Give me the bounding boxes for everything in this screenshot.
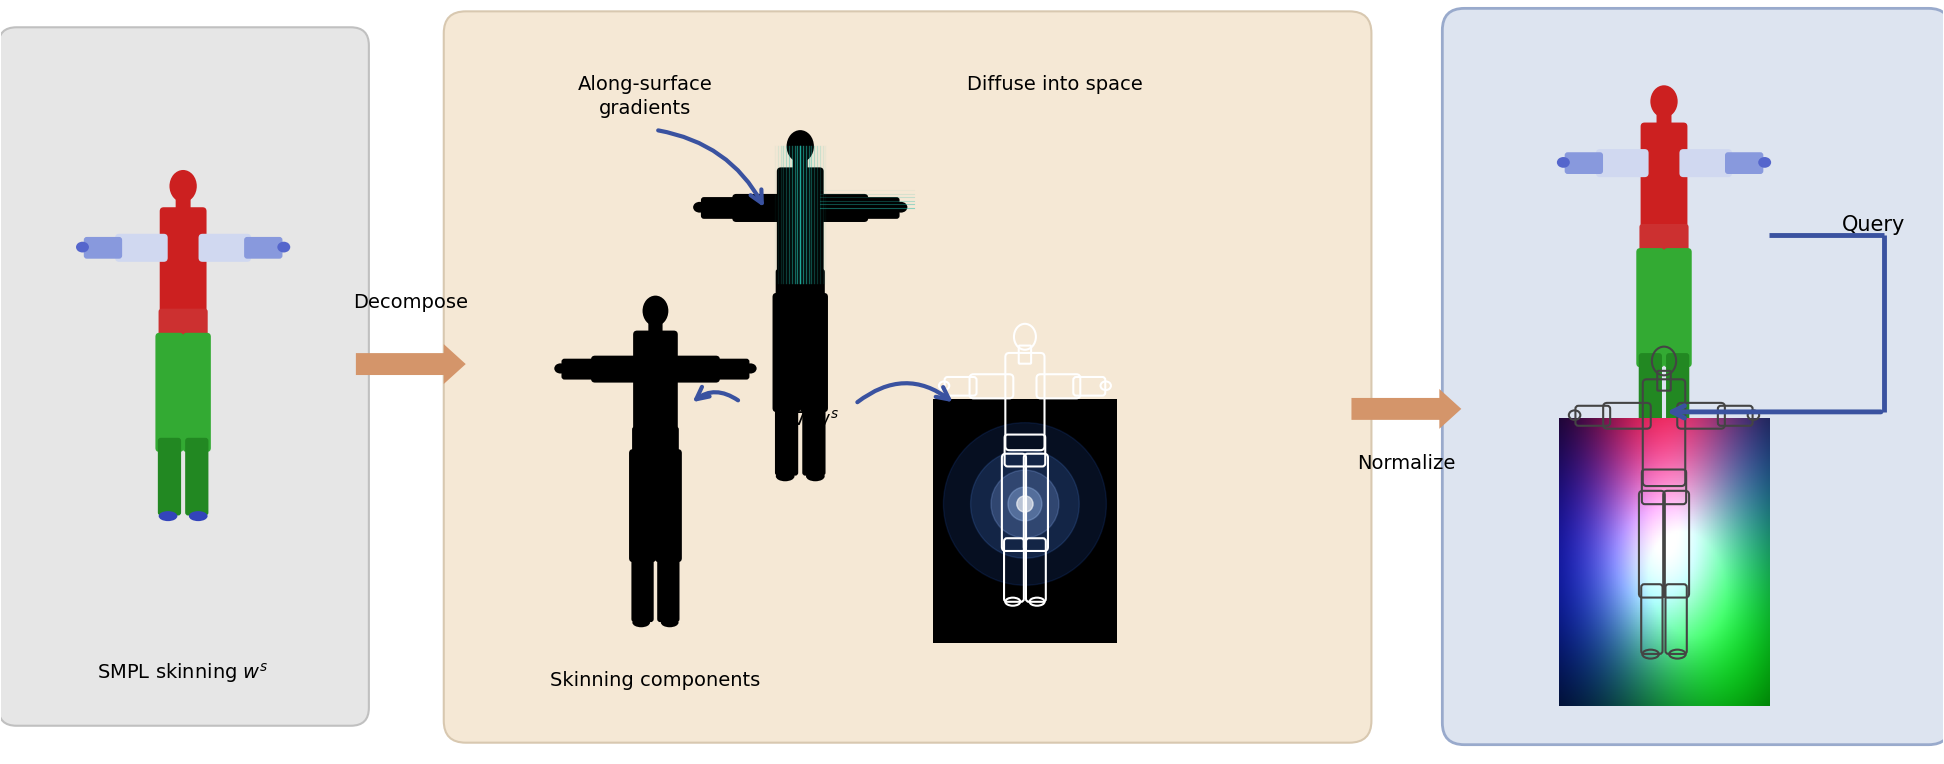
FancyBboxPatch shape xyxy=(793,157,807,180)
FancyBboxPatch shape xyxy=(175,197,191,219)
FancyBboxPatch shape xyxy=(1680,149,1732,177)
FancyBboxPatch shape xyxy=(1639,353,1662,431)
FancyBboxPatch shape xyxy=(632,426,678,463)
Ellipse shape xyxy=(278,241,290,252)
FancyBboxPatch shape xyxy=(1637,248,1664,367)
Ellipse shape xyxy=(169,170,196,202)
FancyBboxPatch shape xyxy=(933,399,1116,643)
Circle shape xyxy=(1007,487,1042,521)
FancyBboxPatch shape xyxy=(655,449,682,562)
Ellipse shape xyxy=(76,241,89,252)
Ellipse shape xyxy=(643,296,669,326)
FancyBboxPatch shape xyxy=(803,398,826,476)
FancyArrowPatch shape xyxy=(696,387,739,400)
FancyBboxPatch shape xyxy=(799,293,828,412)
FancyBboxPatch shape xyxy=(159,309,208,347)
Text: Skinning components: Skinning components xyxy=(550,672,760,691)
FancyBboxPatch shape xyxy=(733,194,785,222)
FancyBboxPatch shape xyxy=(159,207,206,326)
Text: Normalize: Normalize xyxy=(1357,454,1456,473)
Ellipse shape xyxy=(694,202,706,212)
Text: Along-surface
gradients: Along-surface gradients xyxy=(577,75,713,118)
FancyBboxPatch shape xyxy=(591,356,642,383)
Ellipse shape xyxy=(1557,157,1571,168)
Text: $\nabla_T w^s$: $\nabla_T w^s$ xyxy=(791,409,840,432)
FancyArrowPatch shape xyxy=(857,384,949,402)
Text: Decompose: Decompose xyxy=(354,293,469,312)
FancyBboxPatch shape xyxy=(634,331,678,444)
FancyBboxPatch shape xyxy=(816,194,869,222)
Ellipse shape xyxy=(894,202,908,212)
FancyBboxPatch shape xyxy=(1664,248,1691,367)
FancyBboxPatch shape xyxy=(861,197,900,219)
Ellipse shape xyxy=(787,130,815,163)
Circle shape xyxy=(991,470,1059,538)
FancyBboxPatch shape xyxy=(772,293,801,412)
FancyBboxPatch shape xyxy=(562,358,599,380)
Ellipse shape xyxy=(189,511,208,521)
Ellipse shape xyxy=(159,511,177,521)
Ellipse shape xyxy=(745,364,756,374)
FancyBboxPatch shape xyxy=(1641,122,1687,241)
FancyBboxPatch shape xyxy=(1666,353,1689,431)
Ellipse shape xyxy=(632,618,649,627)
Ellipse shape xyxy=(1670,426,1689,436)
Circle shape xyxy=(943,422,1106,585)
FancyBboxPatch shape xyxy=(0,28,369,726)
FancyArrow shape xyxy=(1351,389,1462,429)
Ellipse shape xyxy=(1757,157,1771,168)
FancyArrow shape xyxy=(356,344,467,384)
FancyBboxPatch shape xyxy=(1442,8,1944,745)
FancyBboxPatch shape xyxy=(702,197,739,219)
FancyBboxPatch shape xyxy=(183,333,210,452)
FancyBboxPatch shape xyxy=(713,358,750,380)
Ellipse shape xyxy=(776,471,795,481)
FancyBboxPatch shape xyxy=(776,269,824,307)
Circle shape xyxy=(1017,496,1032,512)
Ellipse shape xyxy=(1639,426,1658,436)
FancyBboxPatch shape xyxy=(157,438,181,516)
FancyArrowPatch shape xyxy=(659,131,762,203)
FancyBboxPatch shape xyxy=(156,333,183,452)
Text: Diffuse into space: Diffuse into space xyxy=(966,75,1143,94)
Text: Query: Query xyxy=(1843,215,1905,235)
FancyBboxPatch shape xyxy=(1596,149,1649,177)
FancyBboxPatch shape xyxy=(245,237,282,259)
Ellipse shape xyxy=(661,618,678,627)
FancyBboxPatch shape xyxy=(185,438,208,516)
FancyBboxPatch shape xyxy=(671,356,719,383)
FancyBboxPatch shape xyxy=(657,549,680,622)
FancyBboxPatch shape xyxy=(84,237,122,259)
FancyBboxPatch shape xyxy=(778,167,824,286)
FancyBboxPatch shape xyxy=(115,234,167,262)
FancyBboxPatch shape xyxy=(632,549,653,622)
FancyBboxPatch shape xyxy=(630,449,655,562)
FancyBboxPatch shape xyxy=(198,234,251,262)
FancyBboxPatch shape xyxy=(776,398,799,476)
FancyBboxPatch shape xyxy=(1656,112,1672,134)
Ellipse shape xyxy=(1650,86,1678,118)
Ellipse shape xyxy=(554,364,566,374)
FancyBboxPatch shape xyxy=(1724,152,1763,174)
FancyBboxPatch shape xyxy=(1639,224,1689,262)
Text: SMPL skinning $w^s$: SMPL skinning $w^s$ xyxy=(97,661,268,685)
FancyBboxPatch shape xyxy=(1565,152,1604,174)
Circle shape xyxy=(970,450,1079,558)
FancyBboxPatch shape xyxy=(443,11,1371,743)
Ellipse shape xyxy=(807,471,824,481)
FancyBboxPatch shape xyxy=(649,322,663,342)
